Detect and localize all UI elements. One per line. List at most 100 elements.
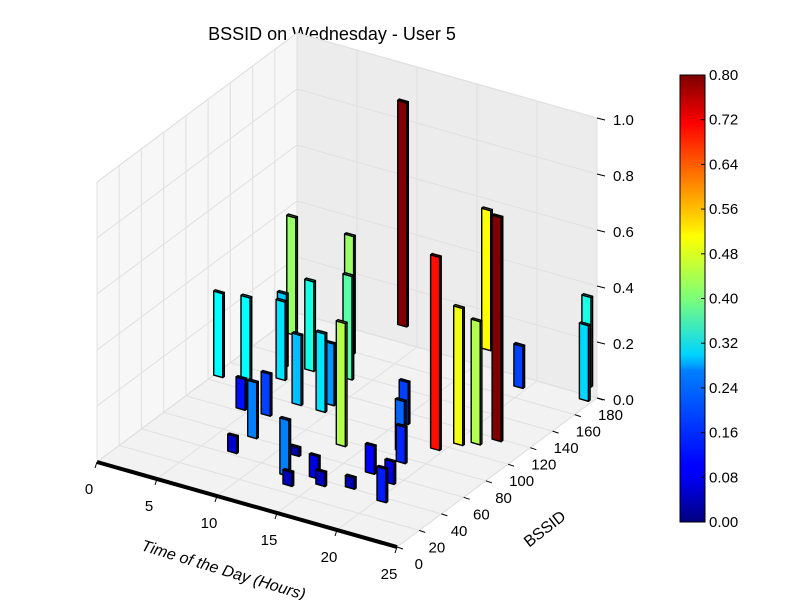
z-tick: [596, 117, 606, 121]
y-tick: [396, 546, 404, 550]
y-tick-label: 100: [509, 473, 534, 490]
bar: [212, 289, 226, 379]
bar-front: [397, 99, 408, 328]
y-axis-label: BSSID: [521, 508, 569, 551]
x-tick-label: 15: [261, 532, 278, 549]
y-tick: [419, 529, 426, 533]
bar-top: [394, 397, 407, 403]
y-tick-label: 120: [531, 457, 556, 474]
z-tick: [596, 173, 606, 177]
bar: [226, 432, 240, 455]
bar: [282, 467, 295, 488]
colorbar-tick-label: 0.00: [709, 514, 738, 531]
bar: [275, 297, 288, 382]
bar-front: [275, 298, 286, 382]
bar-top: [578, 321, 591, 327]
bar-top: [453, 303, 465, 310]
colorbar-tick-label: 0.64: [709, 156, 738, 173]
y-tick: [530, 447, 537, 451]
colorbar-tick-label: 0.72: [709, 112, 738, 129]
bar: [453, 303, 465, 447]
y-tick-label: 20: [429, 539, 446, 556]
bar-front: [246, 379, 258, 440]
bar: [315, 468, 328, 488]
bar-top: [513, 341, 526, 348]
x-tick: [394, 546, 398, 554]
bar-top: [304, 277, 317, 283]
z-gridline: [296, 144, 598, 231]
bar: [491, 213, 504, 443]
colorbar: 0.00 0.08 0.16 0.24 0.32 0.40 0.48 0.56 0.64 0.72…: [679, 67, 738, 531]
colorbar-tick-label: 0.56: [709, 201, 738, 218]
bar-front: [470, 318, 481, 446]
y-gridline: [119, 444, 420, 531]
bar: [291, 331, 304, 407]
bar-front: [395, 424, 406, 465]
bar-top: [398, 378, 411, 384]
x-tick-label: 0: [85, 481, 93, 498]
bar-front: [304, 278, 315, 373]
bar: [395, 422, 408, 465]
bar-front: [513, 343, 524, 390]
y-tick-label: 140: [554, 440, 579, 457]
bar: [289, 443, 302, 458]
y-tick-label: 60: [473, 506, 490, 523]
x-tick: [94, 461, 98, 469]
front-edge-band: [96, 460, 398, 549]
x-tick-label: 20: [321, 549, 338, 566]
bar: [304, 277, 317, 373]
z-tick-label: 0.6: [613, 224, 634, 241]
z-gridline: [296, 88, 598, 175]
x-gridline: [216, 346, 418, 497]
bar: [376, 464, 389, 504]
bar-front: [315, 330, 326, 414]
x-tick-label: 5: [145, 498, 153, 515]
z-tick: [596, 341, 606, 345]
y-tick: [441, 513, 448, 517]
bar-top: [246, 378, 259, 384]
bar-front: [291, 332, 302, 407]
y-tick: [485, 480, 493, 484]
x-tick-label: 25: [381, 566, 398, 583]
bar-front: [376, 465, 387, 504]
z-gridline: [96, 144, 298, 295]
y-tick-label: 180: [598, 407, 623, 424]
bar-top: [364, 441, 377, 447]
bar: [260, 369, 273, 417]
y-tick-label: 80: [495, 490, 512, 507]
bar-top: [335, 319, 348, 325]
bar-top: [240, 293, 253, 299]
z-gridline: [96, 88, 298, 239]
bar-top: [376, 464, 389, 470]
bar-front: [240, 294, 251, 383]
z-tick-label: 0.0: [613, 392, 634, 409]
bar-top: [481, 206, 493, 212]
bar: [470, 317, 483, 446]
bar: [364, 441, 377, 475]
bar-top: [581, 293, 594, 299]
x-tick: [214, 495, 218, 503]
bar-front: [429, 254, 441, 452]
bar-front: [481, 207, 492, 352]
y-tick-label: 0: [415, 556, 423, 573]
x-tick: [334, 529, 338, 537]
bars-layer: [96, 98, 594, 549]
bar-top: [429, 252, 442, 258]
bar: [429, 252, 442, 452]
bar-front: [491, 214, 502, 443]
bar-top: [343, 232, 356, 238]
x-tick: [274, 512, 278, 520]
bar-top: [397, 98, 409, 104]
x-tick-label: 10: [201, 515, 218, 532]
y-tick-label: 40: [451, 523, 468, 540]
bar: [235, 375, 248, 411]
bar-front: [235, 376, 246, 411]
bar: [397, 98, 409, 328]
bar-top: [315, 329, 328, 335]
y-tick: [463, 496, 470, 500]
y-tick-label: 160: [576, 424, 601, 441]
bar-top: [286, 213, 299, 219]
bar: [315, 329, 328, 414]
